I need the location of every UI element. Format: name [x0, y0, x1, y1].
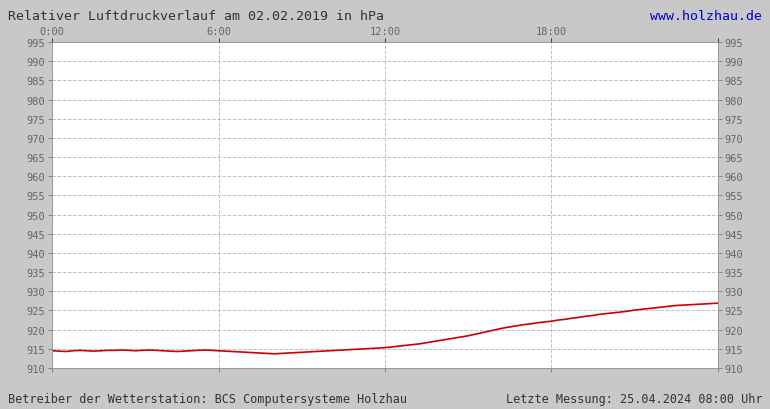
Text: www.holzhau.de: www.holzhau.de — [651, 10, 762, 23]
Text: Betreiber der Wetterstation: BCS Computersysteme Holzhau: Betreiber der Wetterstation: BCS Compute… — [8, 392, 407, 405]
Text: Letzte Messung: 25.04.2024 08:00 Uhr: Letzte Messung: 25.04.2024 08:00 Uhr — [506, 392, 762, 405]
Text: Relativer Luftdruckverlauf am 02.02.2019 in hPa: Relativer Luftdruckverlauf am 02.02.2019… — [8, 10, 383, 23]
